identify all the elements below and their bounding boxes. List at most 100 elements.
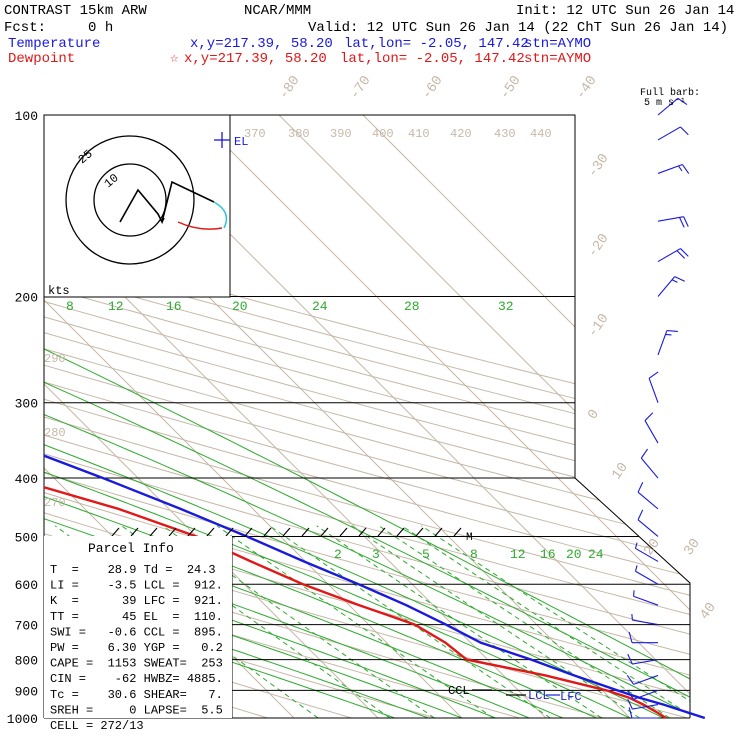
isotherm-label-40: 40 — [697, 600, 720, 623]
chart-mark — [666, 329, 678, 333]
moist-adiabat-36 — [44, 162, 690, 718]
temperature-xy: x,y=217.39, 58.20 — [190, 36, 333, 52]
chart-mark — [678, 165, 683, 172]
wind-barbs — [626, 97, 690, 719]
dry-adiabat-440 — [44, 115, 690, 718]
level-tick — [187, 527, 196, 537]
chart-mark — [627, 653, 633, 665]
chart-mark — [657, 216, 684, 222]
dry-adiabat-label-280: 280 — [44, 426, 66, 440]
dry-adiabat-360 — [44, 115, 690, 718]
isotherm-label--60: -60 — [419, 73, 447, 103]
level-tick — [301, 527, 310, 537]
chart-mark — [628, 631, 633, 643]
dry-adiabat-310 — [44, 115, 690, 718]
pressure-label-100: 100 — [15, 109, 38, 124]
level-tick — [168, 527, 177, 537]
dry-adiabat-450 — [44, 115, 690, 718]
moist-adiabat-32 — [44, 162, 690, 718]
chart-mark — [644, 412, 654, 421]
isotherm-label--20: -20 — [585, 231, 613, 261]
mixing-ratio-28 — [421, 525, 690, 718]
center-title: NCAR/MMM — [244, 3, 312, 19]
moist-label-upper-24: 24 — [312, 299, 328, 314]
dry-adiabat-label-410: 410 — [408, 127, 430, 141]
mixing-ratio-label-24: 24 — [588, 547, 604, 562]
mixing-ratio-label-2: 2 — [334, 547, 342, 562]
dry-adiabat-410 — [44, 115, 690, 718]
wind-barb-750 — [628, 631, 658, 644]
dewpoint-xy: x,y=217.39, 58.20 — [184, 51, 327, 67]
chart-mark — [640, 457, 659, 479]
mixing-ratio-label-8: 8 — [470, 547, 478, 562]
chart-mark — [633, 689, 659, 700]
isotherm-label-0: 0 — [585, 407, 603, 423]
chart-mark — [633, 590, 635, 597]
pressure-label-300: 300 — [15, 397, 38, 412]
wind-barb-250 — [657, 329, 678, 356]
parcel-row-0: T = 28.9 Td = 24.3 — [50, 563, 216, 577]
wind-barb-600 — [634, 565, 659, 585]
wind-barb-450 — [637, 481, 659, 510]
dewpoint-legend-label: Dewpoint — [8, 51, 76, 67]
lfc-label: LFC — [560, 690, 582, 704]
wind-barb-700 — [631, 614, 659, 626]
moist-adiabat-16 — [44, 162, 597, 718]
mixing-ratio-3 — [162, 525, 435, 718]
dry-adiabat-label-270: 270 — [44, 496, 66, 510]
chart-mark — [632, 659, 659, 665]
dry-adiabat-400 — [44, 115, 690, 718]
wind-barb-110 — [657, 126, 689, 141]
annotations: EL CCL LCL LFC M — [111, 132, 582, 704]
chart-mark — [633, 674, 659, 685]
mixing-ratio-label-16: 16 — [540, 547, 556, 562]
isotherm-label-10: 10 — [609, 460, 632, 483]
moist-label-upper-20: 20 — [232, 299, 248, 314]
mixing-ratio-20 — [378, 525, 670, 718]
chart-mark — [657, 126, 681, 141]
chart-mark — [679, 217, 685, 228]
level-tick — [396, 527, 405, 537]
moist-label-upper-8: 8 — [66, 299, 74, 314]
chart-mark — [657, 164, 683, 174]
dry-adiabat-420 — [44, 115, 690, 718]
moist-adiabat--4 — [44, 162, 429, 718]
parcel-row-9: SREH = 0 LAPSE= 5.5 — [50, 703, 223, 717]
mixing-ratio-8 — [269, 525, 551, 718]
hodograph: 25 10 kts — [43, 114, 231, 298]
chart-mark — [657, 330, 668, 356]
wind-barb-1000 — [628, 707, 658, 719]
profiles-lower — [195, 535, 706, 720]
wind-barb-100 — [657, 97, 688, 116]
chart-mark — [665, 333, 672, 336]
isotherm-label--70: -70 — [347, 73, 375, 103]
wind-barb-300 — [648, 371, 659, 403]
mixing-ratio-label-5: 5 — [422, 547, 430, 562]
level-tick — [130, 527, 139, 537]
hodograph-ring-outer — [65, 135, 195, 265]
moist-label-upper-32: 32 — [498, 299, 514, 314]
wind-barb-400 — [640, 448, 659, 479]
forecast-hour: Fcst: 0 h — [4, 20, 114, 36]
parcel-row-6: CAPE = 1153 SWEAT= 253 — [50, 657, 223, 671]
chart-mark — [626, 689, 635, 700]
dry-adiabat-270 — [44, 115, 481, 718]
parcel-row-4: SWI = -0.6 CCL = 895. — [50, 625, 223, 639]
parcel-row-8: Tc = 30.6 SHEAR= 7. — [50, 688, 223, 702]
parcel-info-panel: Parcel Info T = 28.9 Td = 24.3 LI = -3.5 … — [44, 536, 232, 733]
parcel-row-1: LI = -3.5 LCL = 912. — [50, 579, 223, 593]
level-tick — [282, 527, 291, 537]
moist-adiabat--8 — [44, 162, 395, 718]
pressure-label-700: 700 — [15, 619, 38, 634]
chart-mark — [674, 276, 685, 282]
isotherm-label--10: -10 — [585, 311, 613, 341]
chart-mark — [626, 675, 635, 685]
hodograph-mid-trace — [213, 201, 228, 229]
dry-adiabat-label-440: 440 — [530, 127, 552, 141]
level-tick — [263, 527, 272, 537]
isotherm-label-20: 20 — [641, 536, 664, 559]
mixing-ratio-5 — [216, 525, 494, 718]
chart-mark — [676, 250, 686, 259]
level-tick — [206, 527, 215, 537]
dry-adiabat-label-390: 390 — [330, 127, 352, 141]
